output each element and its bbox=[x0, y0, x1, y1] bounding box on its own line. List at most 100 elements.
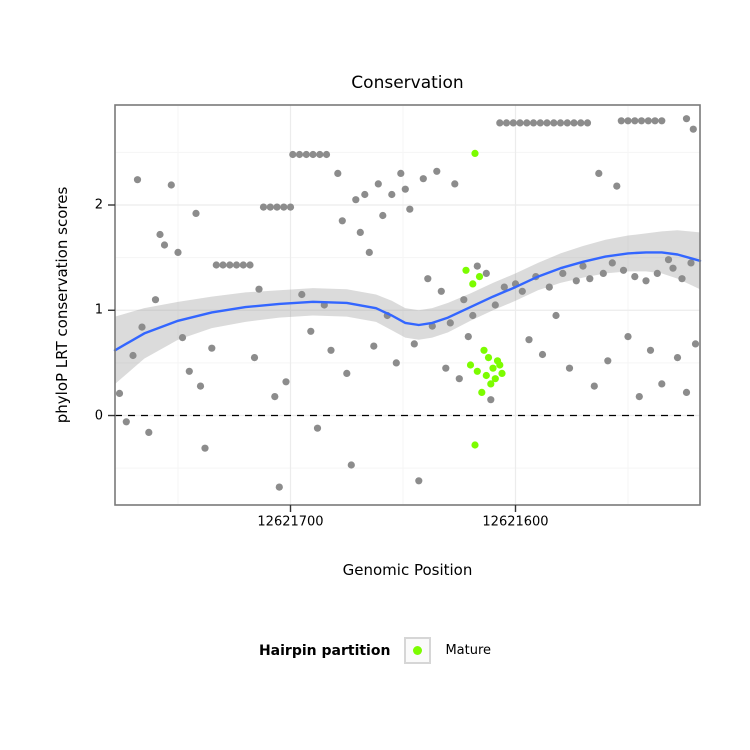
scatter-point bbox=[664, 256, 673, 264]
scatter-point bbox=[133, 176, 142, 184]
scatter-point bbox=[583, 119, 592, 127]
scatter-points-mature bbox=[462, 149, 506, 449]
x-tick-label-12621700: 12621700 bbox=[257, 514, 324, 530]
scatter-point bbox=[266, 203, 274, 211]
scatter-point bbox=[410, 340, 418, 348]
scatter-point bbox=[545, 283, 553, 291]
scatter-point bbox=[613, 182, 621, 190]
scatter-point bbox=[658, 380, 666, 388]
scatter-point bbox=[174, 248, 182, 256]
scatter-point bbox=[487, 396, 495, 404]
scatter-point bbox=[295, 150, 304, 159]
scatter-point bbox=[122, 418, 130, 426]
scatter-point bbox=[338, 217, 346, 225]
scatter-point bbox=[212, 261, 220, 269]
scatter-point bbox=[644, 117, 652, 125]
scatter-point bbox=[343, 369, 351, 377]
scatter-point bbox=[250, 354, 259, 362]
smooth-line bbox=[113, 251, 702, 352]
scatter-point bbox=[469, 311, 477, 320]
scatter-point bbox=[473, 262, 481, 270]
scatter-point bbox=[543, 119, 551, 127]
scatter-point bbox=[484, 354, 493, 362]
scatter-point bbox=[442, 364, 450, 372]
scatter-point bbox=[309, 150, 317, 159]
scatter-point bbox=[289, 150, 297, 159]
scatter-point bbox=[475, 273, 484, 281]
scatter-point bbox=[637, 117, 646, 125]
scatter-point bbox=[480, 346, 488, 354]
scatter-point bbox=[370, 342, 378, 350]
scatter-point bbox=[689, 125, 697, 133]
scatter-point bbox=[529, 119, 538, 127]
scatter-point bbox=[525, 336, 533, 344]
chart-title: Conservation bbox=[351, 73, 464, 93]
scatter-point bbox=[401, 185, 409, 193]
scatter-point bbox=[642, 277, 650, 285]
scatter-point bbox=[651, 117, 659, 125]
scatter-point bbox=[653, 269, 661, 277]
scatter-point bbox=[595, 169, 603, 177]
scatter-point bbox=[464, 333, 472, 341]
scatter-point bbox=[559, 269, 567, 277]
scatter-point bbox=[608, 259, 616, 267]
scatter-point bbox=[280, 203, 288, 211]
scatter-point bbox=[406, 205, 414, 213]
scatter-point bbox=[388, 190, 396, 199]
scatter-point bbox=[624, 333, 632, 341]
panel-border bbox=[114, 104, 701, 506]
scatter-point bbox=[570, 119, 578, 127]
scatter-point bbox=[466, 361, 475, 369]
scatter-point bbox=[498, 369, 506, 377]
scatter-point bbox=[516, 119, 524, 127]
scatter-point bbox=[635, 393, 643, 401]
confidence-band bbox=[115, 230, 700, 384]
scatter-point bbox=[219, 261, 227, 269]
scatter-point bbox=[552, 311, 560, 320]
scatter-point bbox=[482, 269, 490, 277]
scatter-point bbox=[631, 273, 639, 281]
scatter-point bbox=[473, 367, 481, 375]
scatter-point bbox=[307, 327, 315, 335]
y-axis-label: phyloP LRT conservation scores bbox=[53, 186, 71, 424]
scatter-point bbox=[556, 119, 565, 127]
scatter-point bbox=[232, 261, 241, 269]
scatter-point bbox=[365, 248, 373, 256]
scatter-point bbox=[577, 119, 585, 127]
scatter-point bbox=[471, 149, 479, 157]
scatter-point bbox=[500, 283, 508, 291]
scatter-point bbox=[550, 119, 558, 127]
scatter-point bbox=[415, 477, 423, 485]
x-tick-label-12621600: 12621600 bbox=[482, 514, 549, 530]
scatter-point bbox=[487, 380, 495, 388]
scatter-point bbox=[208, 344, 216, 352]
scatter-point bbox=[286, 203, 295, 211]
scatter-point bbox=[437, 287, 445, 295]
scatter-point bbox=[129, 351, 137, 360]
scatter-point bbox=[460, 296, 468, 304]
scatter-point bbox=[156, 230, 164, 239]
scatter-point bbox=[489, 364, 497, 372]
scatter-point bbox=[356, 228, 364, 236]
legend: Hairpin partition Mature bbox=[0, 637, 750, 664]
scatter-point bbox=[682, 115, 691, 123]
scatter-point bbox=[646, 346, 655, 354]
scatter-point bbox=[352, 196, 360, 204]
scatter-point bbox=[271, 393, 279, 401]
scatter-point bbox=[322, 150, 331, 159]
scatter-point bbox=[374, 180, 382, 188]
scatter-point bbox=[536, 119, 544, 127]
scatter-point bbox=[178, 334, 187, 342]
scatter-point bbox=[491, 301, 499, 309]
x-axis-label: Genomic Position bbox=[342, 561, 473, 579]
scatter-point bbox=[482, 371, 490, 380]
axis-ticks bbox=[108, 204, 517, 512]
y-tick-label-1: 1 bbox=[94, 302, 103, 318]
scatter-point bbox=[255, 285, 263, 293]
scatter-point bbox=[201, 444, 209, 452]
scatter-point bbox=[673, 354, 682, 362]
scatter-point bbox=[518, 287, 526, 295]
scatter-point bbox=[160, 241, 169, 249]
scatter-point bbox=[523, 119, 531, 127]
